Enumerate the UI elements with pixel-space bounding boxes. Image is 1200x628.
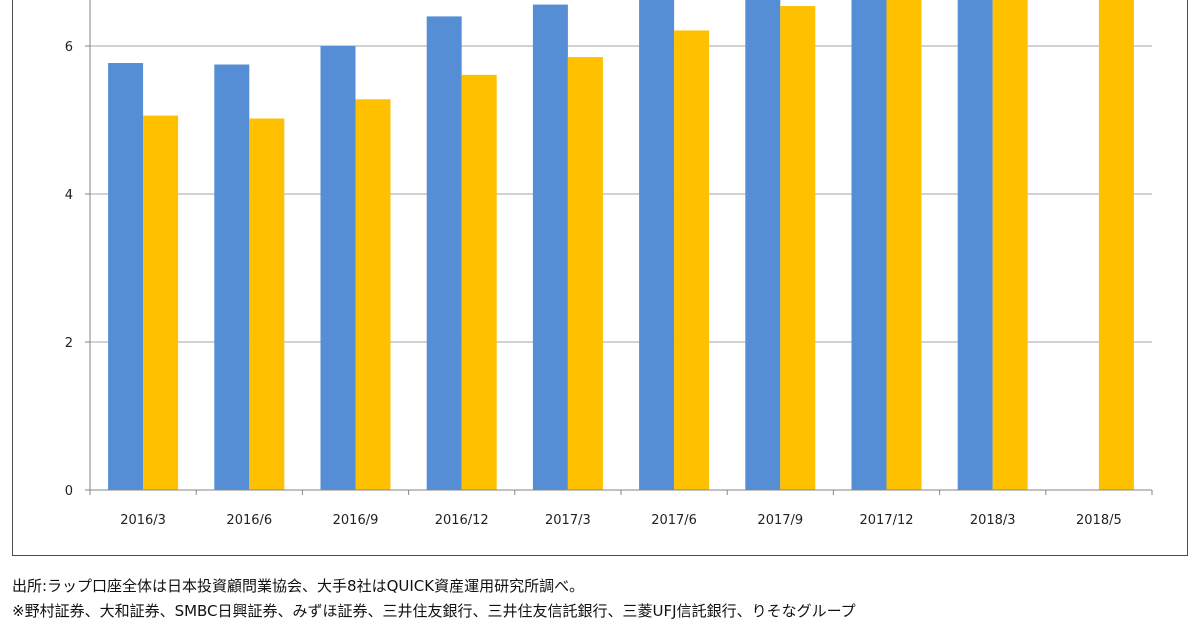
bar-series-1-2017/3 bbox=[532, 4, 568, 491]
x-tick-label-2017/12: 2017/12 bbox=[859, 513, 913, 528]
x-tick-label-2017/3: 2017/3 bbox=[545, 513, 591, 528]
bar-series-2-2016/6 bbox=[249, 118, 285, 491]
y-tick-label-6: 6 bbox=[65, 40, 73, 55]
y-tick-label-2: 2 bbox=[65, 336, 73, 351]
x-tick-label-2016/6: 2016/6 bbox=[226, 513, 272, 528]
bar-series-2-2018/5 bbox=[1098, 0, 1134, 490]
bar-series-2-2017/3 bbox=[567, 57, 603, 490]
bar-series-2-2018/3 bbox=[992, 0, 1028, 491]
y-tick-label-0: 0 bbox=[65, 484, 73, 499]
x-tick-label-2016/9: 2016/9 bbox=[333, 513, 379, 528]
bar-series-1-2018/3 bbox=[957, 0, 993, 490]
x-tick-label-2016/12: 2016/12 bbox=[435, 513, 489, 528]
x-tick-label-2017/6: 2017/6 bbox=[651, 513, 697, 528]
bar-series-1-2016/9 bbox=[320, 46, 356, 490]
bar-series-2-2017/12 bbox=[886, 0, 922, 491]
bar-series-2-2016/3 bbox=[143, 115, 179, 490]
x-tick-label-2018/5: 2018/5 bbox=[1076, 513, 1122, 528]
bar-series-1-2017/12 bbox=[851, 0, 887, 490]
bar-series-2-2017/9 bbox=[780, 6, 816, 490]
x-tick-label-2017/9: 2017/9 bbox=[757, 513, 803, 528]
bar-series-1-2017/9 bbox=[745, 0, 781, 491]
x-tick-label-2016/3: 2016/3 bbox=[120, 513, 166, 528]
bar-series-1-2016/6 bbox=[214, 64, 250, 490]
source-note: 出所:ラップ口座全体は日本投資顧問業協会、大手8社はQUICK資産運用研究所調べ… bbox=[12, 577, 585, 595]
bar-series-2-2017/6 bbox=[674, 30, 710, 491]
x-tick-label-2018/3: 2018/3 bbox=[970, 513, 1016, 528]
bar-series-1-2017/6 bbox=[639, 0, 675, 491]
bar-chart: 0 2 4 6 2016/3 2016/6 2016/9 2016/12 2017/3 2017/… bbox=[65, 0, 1153, 528]
bar-series-1-2016/12 bbox=[426, 16, 462, 491]
members-note: ※野村証券、大和証券、SMBC日興証券、みずほ証券、三井住友銀行、三井住友信託銀… bbox=[12, 602, 856, 620]
bar-series-2-2016/9 bbox=[355, 99, 391, 490]
bar-series-1-2016/3 bbox=[108, 63, 144, 491]
y-tick-label-4: 4 bbox=[65, 188, 73, 203]
bar-series-2-2016/12 bbox=[461, 74, 497, 491]
